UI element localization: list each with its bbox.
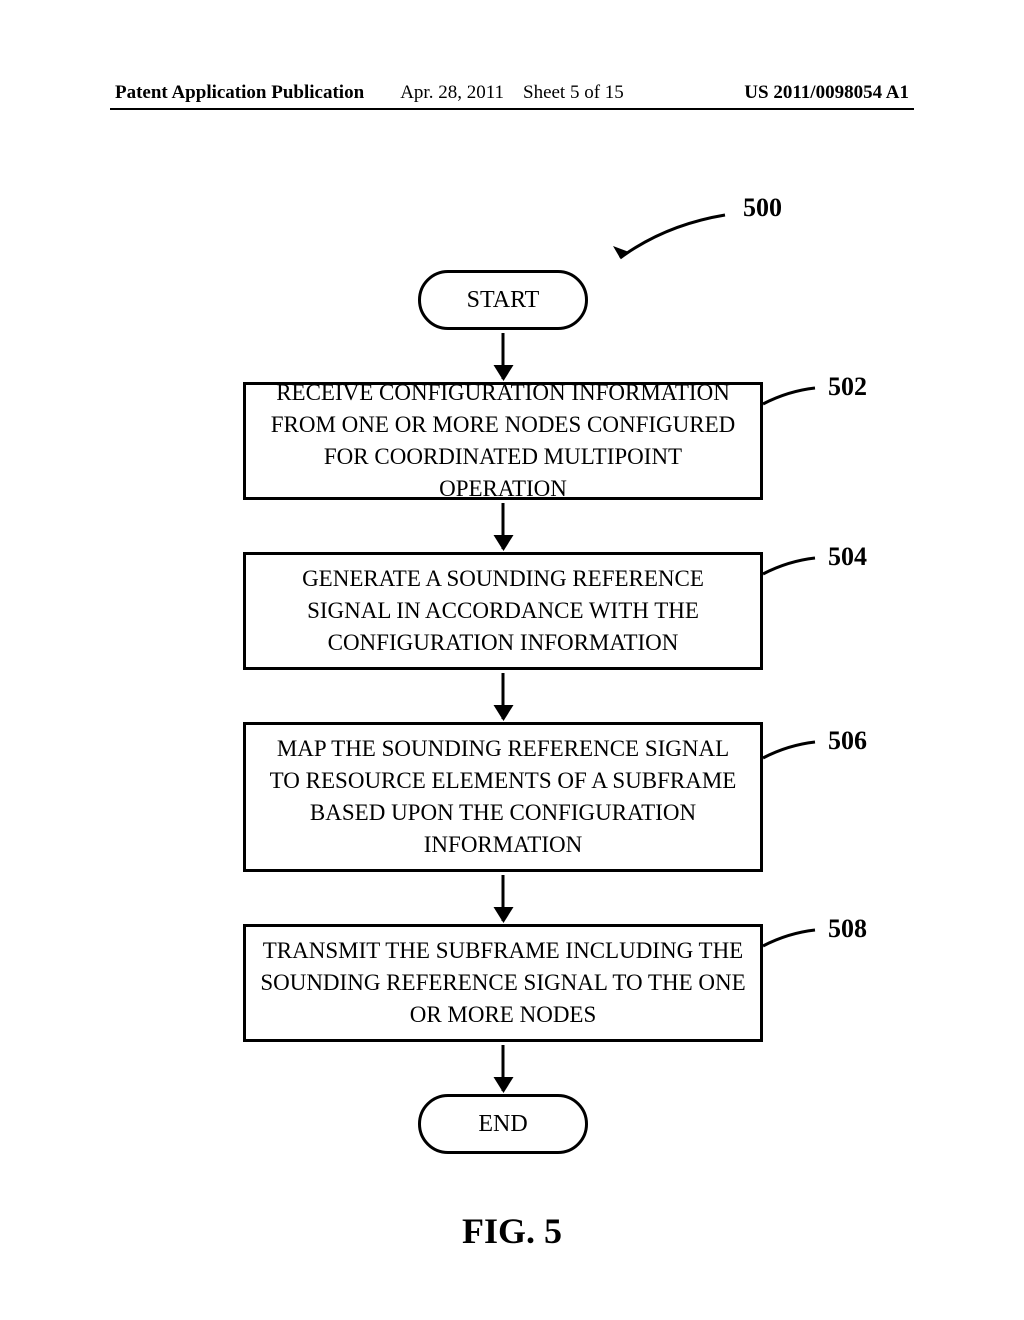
ref-502-label: 502 [828,372,867,402]
page: Patent Application Publication Apr. 28, … [0,0,1024,1320]
arrow-start-502 [502,333,505,379]
process-502-text: RECEIVE CONFIGURATION INFORMATION FROM O… [260,377,746,506]
ref-506-label: 506 [828,726,867,756]
end-terminal: END [418,1094,588,1154]
process-504: GENERATE A SOUNDING REFERENCE SIGNAL IN … [243,552,763,670]
header-center: Apr. 28, 2011 Sheet 5 of 15 [400,82,624,104]
header-date: Apr. 28, 2011 [400,82,504,103]
ref-506-line [763,740,823,770]
header-sheet: Sheet 5 of 15 [523,82,624,103]
ref-502-line [763,386,823,416]
process-506: MAP THE SOUNDING REFERENCE SIGNAL TO RES… [243,722,763,872]
page-header: Patent Application Publication Apr. 28, … [115,82,909,104]
end-label: END [478,1111,527,1138]
process-506-text: MAP THE SOUNDING REFERENCE SIGNAL TO RES… [260,733,746,862]
ref-504-line [763,556,823,586]
ref-508-label: 508 [828,914,867,944]
start-terminal: START [418,270,588,330]
header-rule [110,108,914,110]
process-508: TRANSMIT THE SUBFRAME INCLUDING THE SOUN… [243,924,763,1042]
ref-500-arrow [605,210,735,270]
process-504-text: GENERATE A SOUNDING REFERENCE SIGNAL IN … [260,563,746,660]
process-508-text: TRANSMIT THE SUBFRAME INCLUDING THE SOUN… [260,935,746,1032]
header-right: US 2011/0098054 A1 [744,82,909,104]
arrow-504-506 [502,673,505,719]
header-left: Patent Application Publication [115,82,364,104]
start-label: START [467,287,540,314]
ref-504-label: 504 [828,542,867,572]
ref-508-line [763,928,823,958]
arrow-506-508 [502,875,505,921]
arrow-502-504 [502,503,505,549]
arrow-508-end [502,1045,505,1091]
process-502: RECEIVE CONFIGURATION INFORMATION FROM O… [243,382,763,500]
figure-label: FIG. 5 [462,1210,562,1252]
ref-500-label: 500 [743,193,782,223]
